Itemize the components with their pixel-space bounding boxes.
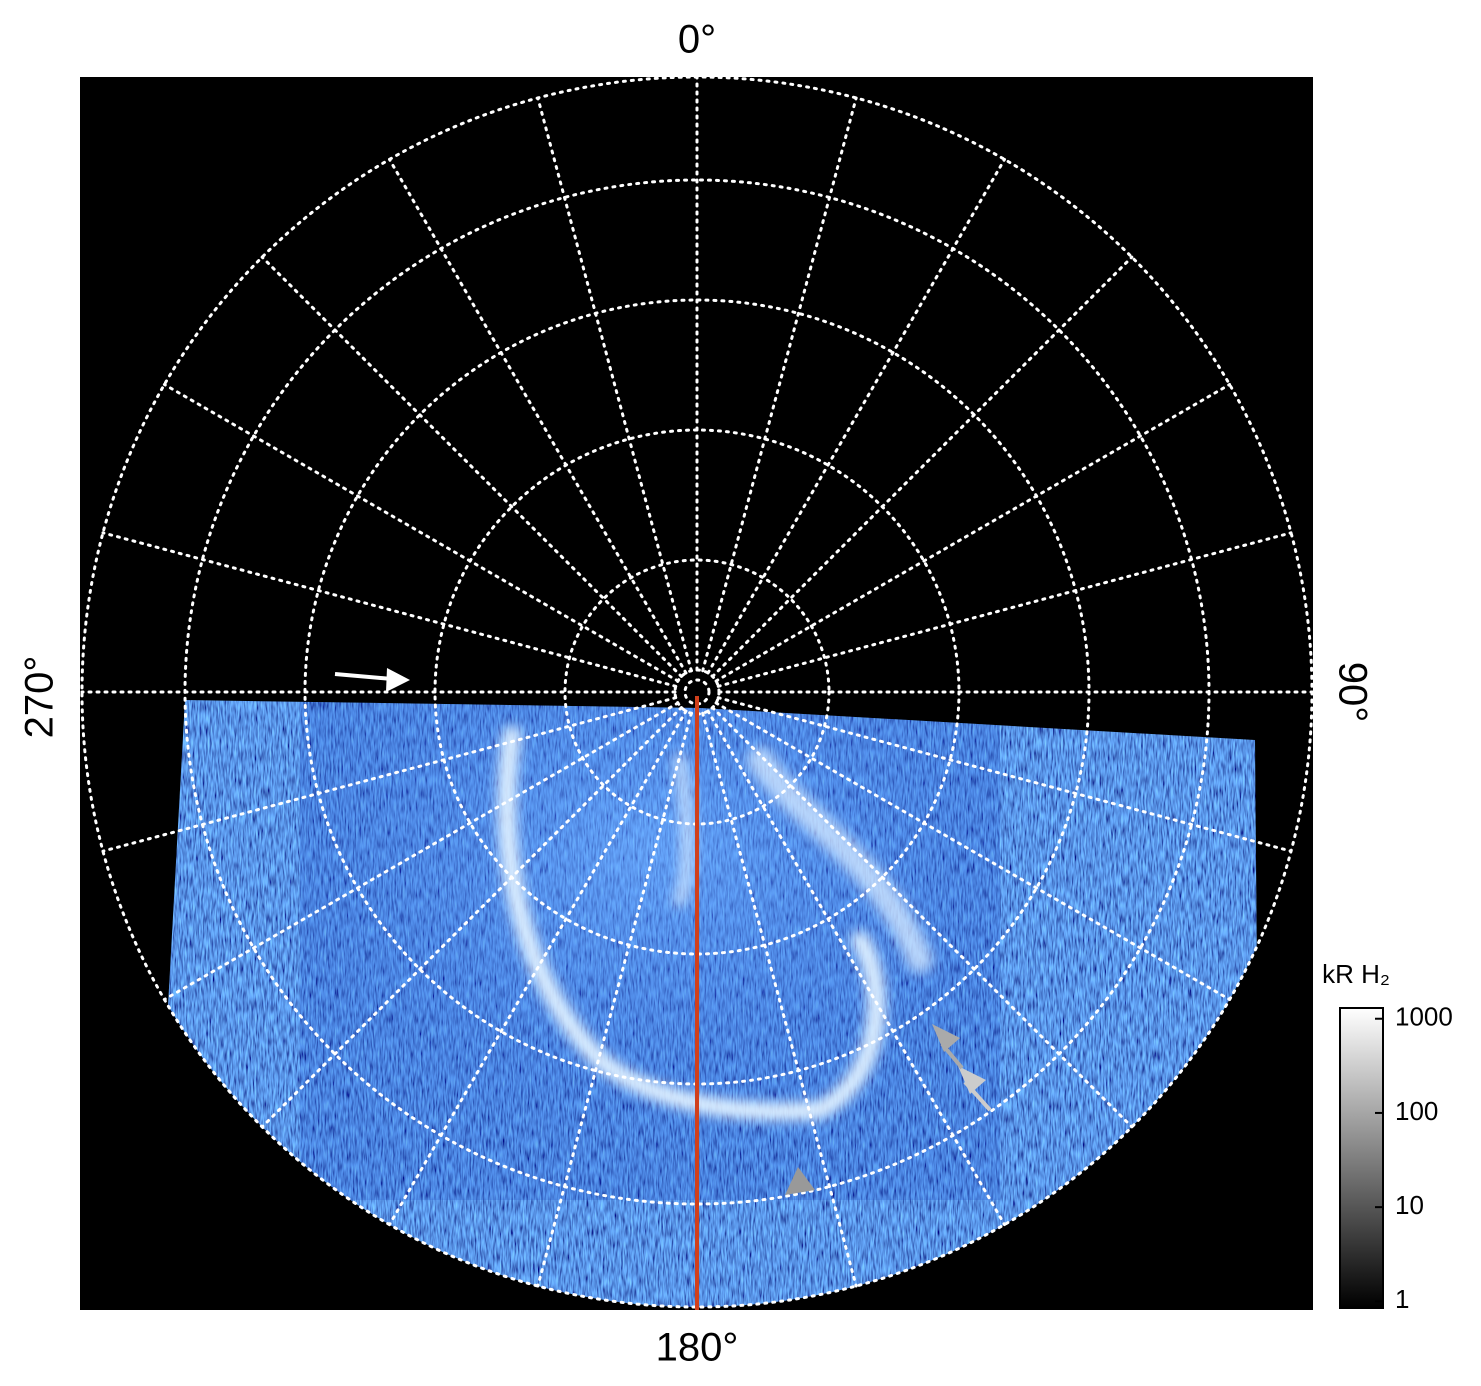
meridian	[101, 531, 678, 688]
meridian	[260, 255, 683, 678]
colorbar-tick-label: 1	[1395, 1284, 1409, 1314]
meridian	[711, 706, 1134, 1129]
meridian	[706, 709, 1006, 1227]
meridian	[162, 383, 680, 683]
meridian	[716, 696, 1293, 853]
colorbar-gradient	[1339, 1007, 1384, 1309]
meridian	[706, 157, 1006, 675]
meridian	[260, 706, 683, 1129]
meridian	[711, 255, 1134, 678]
colorbar-tick-label: 10	[1395, 1190, 1424, 1220]
angle-label: 0°	[678, 18, 716, 62]
colorbar: kR H₂ 1 10 100 1000	[1322, 959, 1453, 1314]
angle-label: 270°	[18, 656, 62, 739]
colorbar-title: kR H₂	[1322, 959, 1390, 989]
meridian	[101, 696, 678, 853]
meridian	[162, 701, 680, 1001]
meridian	[701, 96, 858, 673]
meridian	[388, 157, 688, 675]
meridian	[714, 383, 1232, 683]
angle-label: 180°	[656, 1326, 739, 1370]
meridian	[714, 701, 1232, 1001]
colorbar-tick-label: 1000	[1395, 1002, 1453, 1032]
angle-label: 90°	[1330, 662, 1374, 723]
meridian	[716, 531, 1293, 688]
arrows	[334, 668, 992, 1195]
meridian	[536, 711, 693, 1288]
colorbar-tick-label: 100	[1395, 1096, 1438, 1126]
meridian	[388, 709, 688, 1227]
meridian	[536, 96, 693, 673]
meridian	[701, 711, 858, 1288]
